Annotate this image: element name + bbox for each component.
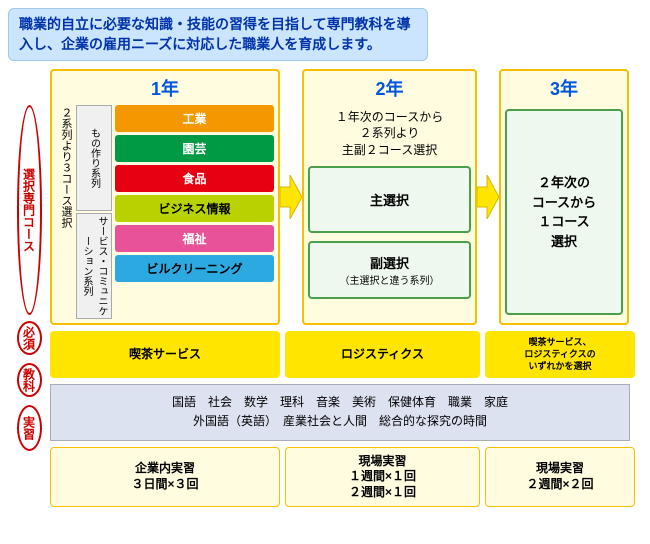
y2-note: １年次のコースから２系列より主副２コース選択 xyxy=(308,109,471,158)
series-a: もの作り系列 xyxy=(76,105,112,211)
series-b: サービス・コミュニケーション系列 xyxy=(76,213,112,319)
required-b: ロジスティクス xyxy=(285,331,480,378)
y2-sub-box: 副選択（主選択と違う系列） xyxy=(308,241,471,299)
label-subjects: 教科 xyxy=(21,368,38,392)
label-course: 選択専門コース xyxy=(21,168,38,252)
y1-side-note: ２系列より３コース選択 xyxy=(56,105,76,319)
arrow-2 xyxy=(477,69,499,325)
label-course-oval: 選択専門コース xyxy=(17,105,42,315)
subjects-row: 国語 社会 数学 理科 音楽 美術 保健体育 職業 家庭外国語（英語） 産業社会… xyxy=(50,384,642,440)
course-item: ビジネス情報 xyxy=(115,195,274,222)
practice-row: 企業内実習３日間×３回 現場実習１週間×１回２週間×１回 現場実習２週間×２回 xyxy=(50,447,642,508)
course-item: 食品 xyxy=(115,165,274,192)
label-required: 必須 xyxy=(21,326,38,350)
practice-a: 企業内実習３日間×３回 xyxy=(50,447,280,508)
year-3-title: 3年 xyxy=(505,75,623,101)
year-1-block: 1年 ２系列より３コース選択 もの作り系列 サービス・コミュニケーション系列 工… xyxy=(50,69,280,325)
label-practice-oval: 実習 xyxy=(17,405,42,451)
left-labels: 選択専門コース 必須 教科 実習 xyxy=(8,69,50,507)
practice-c: 現場実習２週間×２回 xyxy=(485,447,635,508)
year-2-block: 2年 １年次のコースから２系列より主副２コース選択 主選択 副選択（主選択と違う… xyxy=(302,69,477,325)
label-required-oval: 必須 xyxy=(17,321,42,355)
required-c: 喫茶サービス、ロジスティクスのいずれかを選択 xyxy=(485,331,635,378)
y2-sub-note: （主選択と違う系列） xyxy=(314,272,465,287)
year-2-title: 2年 xyxy=(308,75,471,101)
course-item: ビルクリーニング xyxy=(115,255,274,282)
required-row: 喫茶サービス ロジスティクス 喫茶サービス、ロジスティクスのいずれかを選択 xyxy=(50,331,642,378)
subjects-band: 国語 社会 数学 理科 音楽 美術 保健体育 職業 家庭外国語（英語） 産業社会… xyxy=(50,384,630,440)
y2-main-box: 主選択 xyxy=(308,166,471,233)
y2-sub-label: 副選択 xyxy=(370,256,409,271)
year-1-title: 1年 xyxy=(56,75,274,101)
years-row: 1年 ２系列より３コース選択 もの作り系列 サービス・コミュニケーション系列 工… xyxy=(50,69,642,325)
year-3-block: 3年 ２年次のコースから１コース選択 xyxy=(499,69,629,325)
courses-col: 工業園芸食品ビジネス情報福祉ビルクリーニング xyxy=(115,105,274,319)
label-practice: 実習 xyxy=(21,416,38,440)
course-item: 福祉 xyxy=(115,225,274,252)
y3-box: ２年次のコースから１コース選択 xyxy=(505,109,623,315)
label-subjects-oval: 教科 xyxy=(17,363,42,397)
required-a: 喫茶サービス xyxy=(50,331,280,378)
course-item: 工業 xyxy=(115,105,274,132)
course-item: 園芸 xyxy=(115,135,274,162)
practice-b: 現場実習１週間×１回２週間×１回 xyxy=(285,447,480,508)
intro-box: 職業的自立に必要な知識・技能の習得を目指して専門教科を導入し、企業の雇用ニーズに… xyxy=(8,8,428,61)
arrow-1 xyxy=(280,69,302,325)
